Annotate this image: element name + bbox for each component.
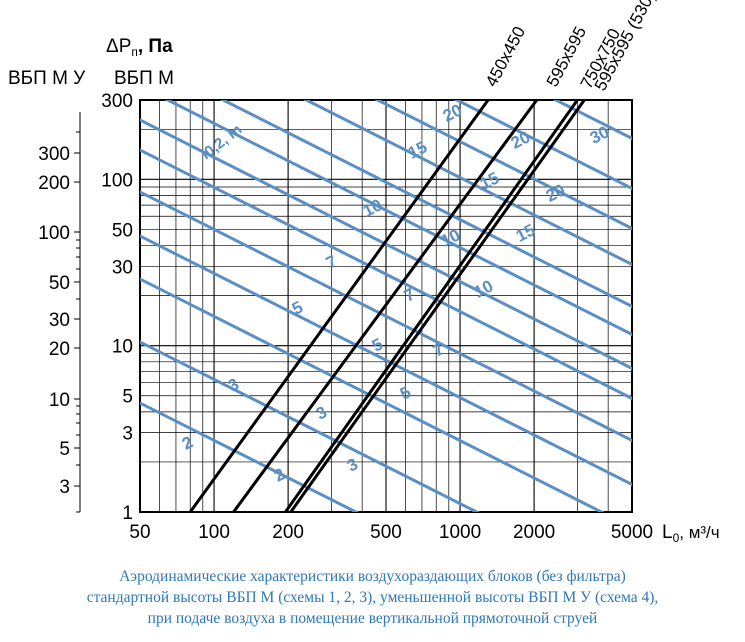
y-tick-label-vbp-m: 5 (122, 387, 133, 408)
x-tick-label: 200 (272, 522, 304, 543)
series-label: 450x450 (482, 23, 529, 90)
throw-line (164, 100, 632, 337)
pressure-line (188, 99, 490, 513)
x-tick-label: 2000 (513, 522, 555, 543)
y-tick-label-vbp-m: 30 (112, 257, 133, 278)
throw-label: 20 (440, 100, 465, 126)
throw-label: 3 (344, 454, 361, 475)
caption-line-1: Аэродинамические характеристики воздухор… (119, 568, 626, 585)
throw-line (374, 100, 632, 231)
pressure-line (232, 99, 538, 513)
x-axis-label: L0, м³/ч (662, 522, 720, 545)
throw-label: 7 (430, 339, 447, 360)
figure-caption: Аэродинамические характеристики воздухор… (20, 566, 725, 629)
y-tick-label-vbp-mu: 20 (49, 339, 70, 360)
y-header-vbp-mu: ВБП М У (8, 68, 86, 89)
throw-line (140, 340, 480, 512)
y-tick-label-vbp-mu: 200 (38, 173, 70, 194)
throw-label: 5 (397, 382, 414, 403)
x-tick-label: 500 (370, 522, 402, 543)
y-tick-label-vbp-mu: 5 (59, 439, 70, 460)
pressure-lines (188, 99, 586, 513)
throw-line (140, 190, 632, 443)
y-tick-label-vbp-m: 100 (101, 170, 133, 191)
y-tick-label-vbp-mu: 100 (38, 223, 70, 244)
y-header-vbp-m: ВБП М (114, 68, 174, 89)
throw-label: 7 (323, 251, 340, 272)
throw-line (140, 118, 632, 371)
throw-label: 5 (289, 297, 306, 318)
throw-line (140, 234, 632, 487)
y-tick-label-vbp-m: 300 (101, 91, 133, 112)
throw-line (140, 401, 360, 512)
throw-label: 15 (477, 168, 502, 194)
x-tick-label: 100 (198, 522, 230, 543)
y-tick-label-vbp-mu: 50 (49, 273, 70, 294)
throw-line (140, 277, 605, 512)
y-tick-label-vbp-m: 50 (112, 220, 133, 241)
throw-label: 3 (225, 374, 242, 395)
x-tick-label: 5000 (611, 522, 653, 543)
y-tick-label-vbp-m: 3 (122, 424, 133, 445)
y-header-delta-p: ΔPп, Па (106, 36, 173, 59)
y-tick-label-vbp-mu: 300 (38, 144, 70, 165)
x-tick-label: 1000 (439, 522, 481, 543)
y-tick-label-vbp-m: 1 (122, 503, 133, 524)
y-tick-label-vbp-m: 10 (112, 337, 133, 358)
throw-line (552, 100, 632, 141)
pressure-line (289, 99, 586, 513)
throw-label: 20 (508, 127, 533, 153)
throw-lines (140, 100, 632, 512)
x-tick-label: 50 (129, 522, 150, 543)
caption-line-3: при подаче воздуха в помещение вертикаль… (147, 610, 598, 627)
throw-line (453, 100, 632, 191)
y-tick-label-vbp-mu: 3 (59, 477, 70, 498)
throw-label: 2 (179, 432, 196, 453)
throw-line (140, 148, 632, 401)
y-tick-label-vbp-mu: 30 (49, 310, 70, 331)
caption-line-2: стандартной высоты ВБП М (схемы 1, 2, 3)… (86, 589, 659, 606)
throw-line (219, 100, 632, 309)
y-tick-label-vbp-mu: 10 (49, 390, 70, 411)
pressure-line (284, 99, 579, 513)
throw-line (303, 100, 632, 267)
throw-label: 3 (313, 402, 330, 423)
